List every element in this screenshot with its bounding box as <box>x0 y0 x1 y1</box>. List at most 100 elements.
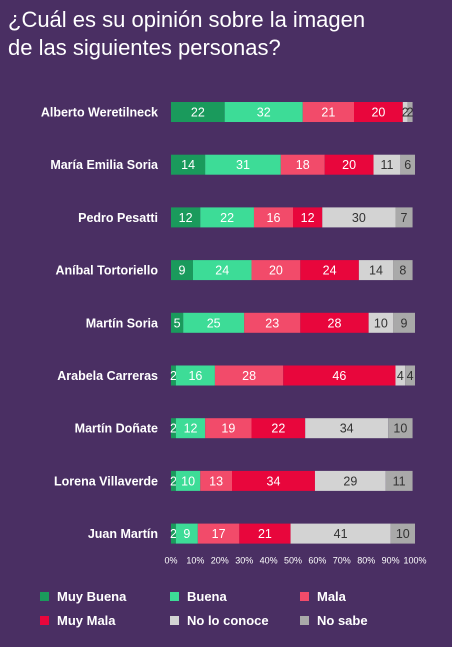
bar-segment <box>251 260 301 281</box>
x-tick-label: 90% <box>382 556 400 566</box>
legend-item: Muy Mala <box>40 612 170 628</box>
category-label: Martín Soria <box>86 316 159 330</box>
data-label: 9 <box>401 316 408 330</box>
bar-segment <box>300 312 369 333</box>
bar-segment <box>171 523 176 544</box>
data-label: 46 <box>332 369 346 383</box>
data-label: 19 <box>221 422 235 436</box>
legend-item: No lo conoce <box>170 612 300 628</box>
bar-segment <box>322 207 396 228</box>
x-tick-label: 10% <box>186 556 204 566</box>
bar-segment <box>175 365 215 386</box>
category-label: Martín Doñate <box>75 422 158 436</box>
data-label: 34 <box>267 474 281 488</box>
bar-segment <box>393 312 415 333</box>
legend-swatch <box>40 615 49 625</box>
data-label: 32 <box>257 106 271 120</box>
data-label: 2 <box>170 474 177 488</box>
data-label: 4 <box>397 369 404 383</box>
x-tick-label: 80% <box>357 556 375 566</box>
legend-swatch <box>300 615 309 625</box>
data-label: 6 <box>404 158 411 172</box>
data-label: 28 <box>242 369 256 383</box>
data-label: 2 <box>170 527 177 541</box>
bar-segment <box>358 260 394 281</box>
data-label: 10 <box>374 316 388 330</box>
bar-segment <box>302 102 354 122</box>
bar-segment <box>393 260 413 281</box>
bar-segment <box>192 260 252 281</box>
category-label: Pedro Pesatti <box>78 211 158 225</box>
data-label: 11 <box>380 158 393 172</box>
bar-segment <box>200 207 254 228</box>
data-label: 29 <box>343 474 357 488</box>
data-label: 10 <box>393 422 407 436</box>
bar-segment <box>280 154 325 175</box>
x-tick-label: 60% <box>308 556 326 566</box>
bar-segment <box>385 470 413 491</box>
legend-swatch <box>40 591 49 601</box>
data-label: 11 <box>393 474 406 488</box>
bar-segment <box>300 260 359 281</box>
bar-segment <box>373 154 401 175</box>
data-label: 9 <box>183 527 190 541</box>
bar-segment <box>171 102 225 122</box>
bar-segment <box>251 418 306 439</box>
data-label: 5 <box>174 316 181 330</box>
x-tick-label: 70% <box>333 556 351 566</box>
legend-swatch <box>170 615 179 625</box>
legend-item: No sabe <box>300 612 430 628</box>
legend-swatch <box>300 591 309 601</box>
data-label: 18 <box>296 158 310 172</box>
data-label: 13 <box>209 474 223 488</box>
data-label: 28 <box>328 316 342 330</box>
legend-label: Muy Mala <box>57 612 116 628</box>
bar-segment <box>171 418 176 439</box>
bar-segment <box>205 154 281 175</box>
data-label: 41 <box>334 527 348 541</box>
bar-segment <box>171 207 201 228</box>
data-label: 22 <box>271 422 285 436</box>
x-tick-label: 40% <box>260 556 278 566</box>
data-label: 2 <box>402 106 409 120</box>
legend-item: Buena <box>170 588 300 604</box>
category-label: Arabela Carreras <box>57 369 158 383</box>
data-label: 31 <box>236 158 250 172</box>
data-label: 14 <box>181 158 195 172</box>
bar-segment <box>405 365 415 386</box>
category-label: María Emilia Soria <box>50 158 159 172</box>
bar-segment <box>232 470 315 491</box>
data-label: 2 <box>170 422 177 436</box>
data-label: 16 <box>188 369 202 383</box>
data-label: 34 <box>340 422 354 436</box>
data-label: 21 <box>258 527 272 541</box>
data-label: 24 <box>323 264 337 278</box>
category-label: Lorena Villaverde <box>54 474 158 488</box>
bar-segment <box>200 470 232 491</box>
x-tick-label: 0% <box>164 556 177 566</box>
bar-segment <box>395 365 406 386</box>
chart-title-line-2: de las siguientes personas? <box>8 35 281 60</box>
data-label: 17 <box>212 527 226 541</box>
data-label: 10 <box>181 474 195 488</box>
bar-segment <box>283 365 396 386</box>
data-label: 24 <box>215 264 229 278</box>
bar-segment <box>314 470 386 491</box>
legend-label: Muy Buena <box>57 588 127 604</box>
x-tick-label: 50% <box>284 556 302 566</box>
data-label: 2 <box>170 369 177 383</box>
legend-label: No lo conoce <box>187 612 269 628</box>
bar-segment <box>183 312 245 333</box>
legend-swatch <box>170 591 179 601</box>
bar-segment <box>171 154 206 175</box>
data-label: 20 <box>342 158 356 172</box>
bar-segment <box>171 365 176 386</box>
chart-title: ¿Cuál es su opinión sobre la imagen de l… <box>8 6 448 62</box>
data-label: 22 <box>191 106 205 120</box>
bar-segment <box>197 523 240 544</box>
x-tick-label: 20% <box>211 556 229 566</box>
bar-segment <box>244 312 301 333</box>
bar-segment <box>402 102 408 122</box>
bar-segment <box>400 154 415 175</box>
